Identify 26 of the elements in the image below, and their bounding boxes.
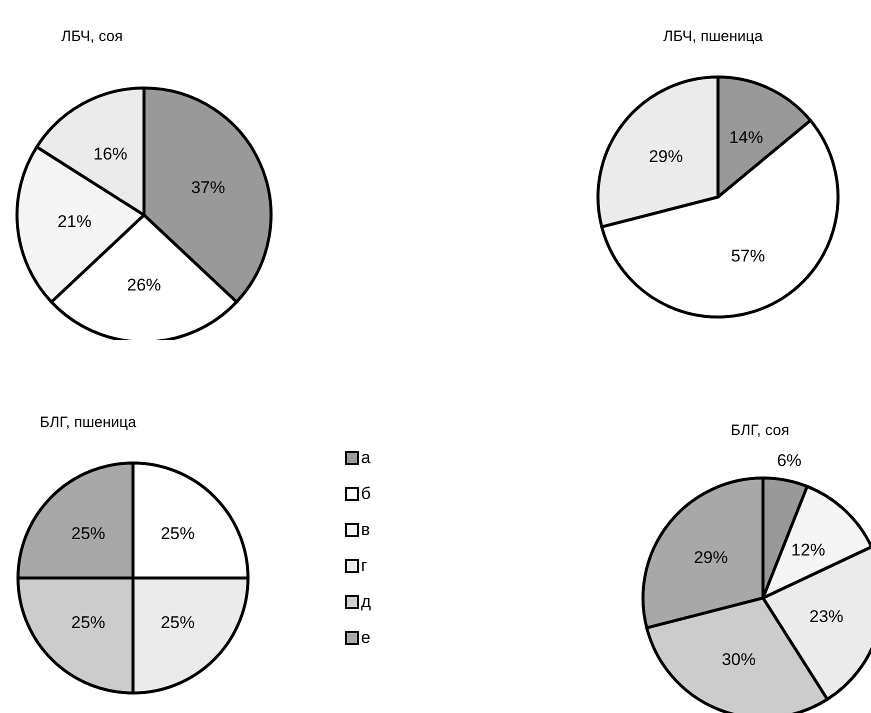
data-label: 25%	[160, 613, 195, 632]
data-label: 21%	[57, 212, 92, 232]
category-label: д	[361, 592, 371, 612]
category-label: в	[361, 520, 370, 540]
chart-title: ЛБЧ, соя	[60, 28, 124, 45]
data-label: 37%	[191, 178, 226, 197]
data-label: 29%	[694, 548, 728, 568]
data-label: 12%	[791, 540, 826, 560]
data-label: 25%	[71, 524, 106, 543]
data-label: 25%	[71, 613, 106, 632]
chart-title: БЛГ, пшеница	[38, 414, 138, 431]
data-label: 14%	[729, 128, 764, 147]
data-label: 25%	[160, 524, 195, 543]
data-label: 57%	[730, 246, 765, 266]
chart-title: БЛГ, соя	[730, 422, 790, 439]
data-label: 23%	[809, 606, 844, 626]
category-label: г	[361, 556, 368, 576]
category-label: е	[361, 628, 370, 648]
data-label: 30%	[722, 650, 756, 669]
category-label: б	[361, 484, 371, 504]
data-label: 29%	[648, 147, 683, 166]
data-label: 6%	[776, 450, 802, 470]
data-label: 26%	[126, 275, 162, 294]
data-label: 16%	[93, 144, 128, 164]
chart-title: ЛБЧ, пшеница	[662, 28, 764, 45]
category-label: а	[361, 448, 370, 468]
